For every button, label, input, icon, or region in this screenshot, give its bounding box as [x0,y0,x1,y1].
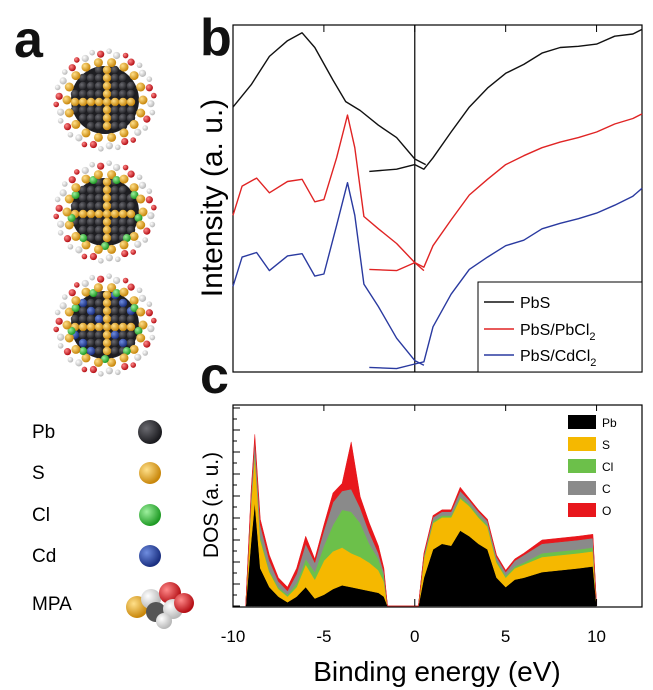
cl-atom-icon [139,504,161,526]
spectrum-line-2-left [232,182,425,366]
x-tick-label: 10 [587,627,606,646]
mpa-molecule-icon [126,582,194,629]
legend-pbs: PbS [520,295,550,312]
legend-label-pb: Pb [32,422,55,443]
dos-legend-swatch-s [568,437,596,451]
dos-legend-swatch-c [568,481,596,495]
pb-atom-icon [138,420,162,444]
legend-label-s: S [32,463,45,484]
spectrum-line-2-right [369,187,643,370]
legend-label-mpa: MPA [32,594,72,615]
panel-b-frame [232,24,643,373]
legend-pbcl2: PbS/PbCl2 [520,322,596,343]
x-tick-label: 0 [410,627,419,646]
dos-legend-swatch-cl [568,459,596,473]
dos-x-ticks: -10 -5 0 5 10 [221,25,643,646]
spectrum-line-1-left [232,114,425,272]
dos-y-ticks [233,407,240,607]
panel-label-a: a [14,11,43,69]
legend-label-cl: Cl [32,505,50,526]
spectra-lines [232,28,643,370]
legend-cdcl2: PbS/CdCl2 [520,348,596,369]
dos-legend-swatch-o [568,503,596,517]
x-tick-label: -10 [221,627,246,646]
x-tick-label: -5 [316,627,331,646]
nanocrystal-pbcl2-illustration [53,160,157,264]
x-axis-label: Binding energy (eV) [313,656,560,687]
panel-label-c: c [200,347,229,405]
dos-legend: Pb S Cl CO [568,415,617,518]
dos-legend-label-cl: Cl [602,460,613,474]
spectra-legend: PbS PbS/PbCl2 PbS/CdCl2 [477,281,643,373]
dos-stacked-areas [245,434,597,607]
spectrum-line-0-left [232,32,427,166]
intensity-axis-label: Intensity (a. u.) [196,99,229,297]
spectrum-line-0-right [369,28,643,173]
dos-legend-label-c: C [602,482,611,496]
panel-label-b: b [200,9,232,67]
nanocrystal-cdcl2-illustration [53,273,157,377]
x-tick-label: 5 [501,627,510,646]
dos-legend-label-s: S [602,438,610,452]
panel-c-frame [232,404,643,608]
s-atom-icon [139,462,161,484]
spectrum-line-1-right [369,113,643,272]
cd-atom-icon [139,545,161,567]
dos-legend-label-pb: Pb [602,416,617,430]
atom-legend: Pb S Cl Cd MPA [32,420,194,629]
dos-axis-label: DOS (a. u.) [200,452,223,558]
nanocrystal-pbs-illustration [53,48,157,152]
dos-legend-swatch-pb [568,415,596,429]
dos-legend-label-o: O [602,504,611,518]
legend-label-cd: Cd [32,546,56,567]
